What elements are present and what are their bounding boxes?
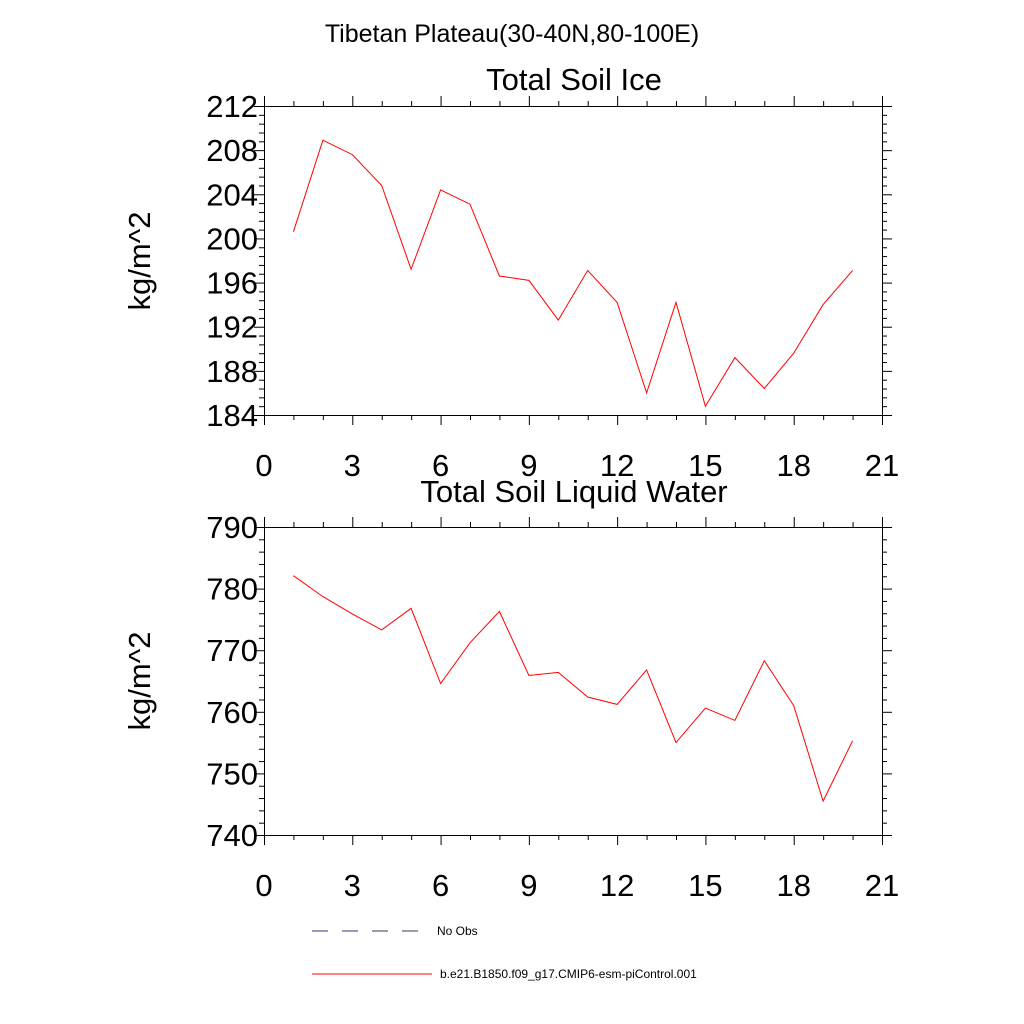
- y-axis-label: kg/m^2: [122, 632, 157, 731]
- x-tick-label: 0: [255, 448, 272, 483]
- y-axis-label: kg/m^2: [122, 212, 157, 311]
- y-tick-labels: 184 188 192 196 200 204 208 212: [206, 89, 258, 433]
- y-tick-label: 184: [206, 398, 258, 433]
- y-tick-label: 196: [206, 266, 258, 301]
- y-tick-labels: 740 750 760 770 780 790: [206, 510, 258, 853]
- legend: No Obs b.e21.B1850.f09_g17.CMIP6-esm-piC…: [312, 924, 697, 981]
- series-layer: [293, 575, 854, 803]
- x-tick-label: 12: [600, 448, 634, 483]
- x-tick-label: 18: [776, 868, 810, 903]
- y-tick-label: 750: [206, 756, 258, 791]
- y-tick-label: 212: [206, 89, 258, 124]
- x-tick-label: 12: [600, 868, 634, 903]
- y-tick-label: 188: [206, 354, 258, 389]
- x-tick-label: 15: [688, 448, 722, 483]
- x-tick-label: 9: [520, 448, 537, 483]
- y-tick-label: 208: [206, 133, 258, 168]
- y-tick-label: 780: [206, 572, 258, 607]
- y-tick-label: 200: [206, 221, 258, 256]
- figure-title: Tibetan Plateau(30-40N,80-100E): [325, 20, 699, 48]
- x-tick-label: 9: [520, 868, 537, 903]
- x-tick-label: 15: [688, 868, 722, 903]
- y-tick-label: 192: [206, 310, 258, 345]
- x-tick-label: 18: [776, 448, 810, 483]
- series-layer: [292, 139, 853, 408]
- plot-frame: [264, 106, 883, 416]
- panel-total-soil-ice: Total Soil Ice kg/m^2 184 188 192 196 200 204…: [122, 62, 899, 483]
- tick-marks: [254, 96, 892, 425]
- plot-frame: [264, 527, 883, 836]
- x-tick-label: 6: [432, 868, 449, 903]
- x-tick-label: 0: [255, 868, 272, 903]
- y-tick-label: 740: [206, 818, 258, 853]
- series-line: [293, 575, 854, 803]
- x-tick-label: 21: [865, 868, 899, 903]
- y-tick-label: 760: [206, 695, 258, 730]
- panel-total-soil-liquid-water: Total Soil Liquid Water kg/m^2 740 750 760…: [122, 474, 899, 903]
- legend-label-model: b.e21.B1850.f09_g17.CMIP6-esm-piControl.…: [440, 967, 697, 981]
- x-tick-labels: 0 3 6 9 12 15 18 21: [255, 448, 899, 483]
- y-tick-label: 790: [206, 510, 258, 545]
- x-tick-label: 21: [865, 448, 899, 483]
- x-tick-label: 3: [344, 448, 361, 483]
- legend-label-no-obs: No Obs: [437, 924, 478, 938]
- tick-marks: [254, 517, 892, 845]
- x-tick-label: 3: [344, 868, 361, 903]
- y-tick-label: 770: [206, 633, 258, 668]
- panel-title: Total Soil Liquid Water: [420, 474, 727, 509]
- x-tick-labels: 0 3 6 9 12 15 18 21: [255, 868, 899, 903]
- y-tick-label: 204: [206, 177, 258, 212]
- x-tick-label: 6: [432, 448, 449, 483]
- series-line: [292, 139, 853, 408]
- panel-title: Total Soil Ice: [486, 62, 662, 97]
